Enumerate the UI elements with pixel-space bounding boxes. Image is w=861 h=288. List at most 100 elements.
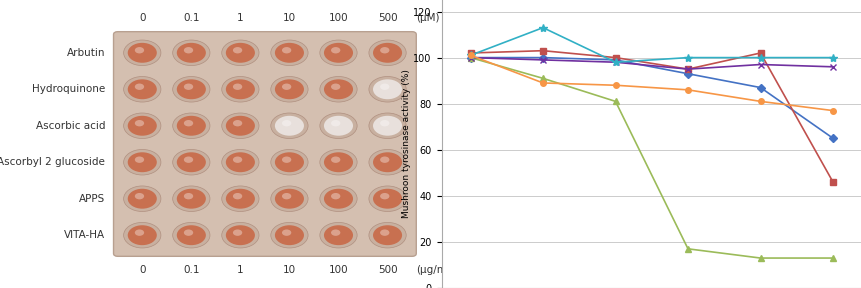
Circle shape	[183, 47, 193, 54]
Circle shape	[331, 47, 340, 54]
Text: (μM): (μM)	[416, 13, 439, 23]
Circle shape	[177, 225, 206, 245]
Circle shape	[331, 230, 340, 236]
Circle shape	[221, 149, 258, 175]
Text: 0.1: 0.1	[183, 265, 200, 275]
Text: 0: 0	[139, 13, 146, 23]
Circle shape	[331, 84, 340, 90]
Text: 500: 500	[377, 265, 397, 275]
Circle shape	[275, 79, 304, 99]
Circle shape	[172, 40, 210, 66]
Circle shape	[123, 113, 161, 139]
Circle shape	[123, 222, 161, 248]
Circle shape	[369, 149, 406, 175]
Circle shape	[331, 120, 340, 126]
Circle shape	[282, 120, 291, 126]
Hydroquinone	[537, 49, 548, 52]
Text: 100: 100	[328, 265, 348, 275]
Arbutin	[827, 137, 837, 140]
Ascorbic acid	[827, 256, 837, 260]
Circle shape	[221, 40, 258, 66]
Line: Hydroquinone: Hydroquinone	[468, 48, 835, 185]
Circle shape	[324, 116, 353, 136]
Circle shape	[275, 225, 304, 245]
Circle shape	[221, 113, 258, 139]
Circle shape	[373, 43, 401, 63]
Hydroquinone	[827, 180, 837, 184]
Circle shape	[127, 189, 157, 209]
Hydroquinone	[754, 51, 765, 55]
Circle shape	[319, 40, 356, 66]
AA2G	[754, 63, 765, 66]
Circle shape	[134, 84, 144, 90]
Arbutin	[682, 72, 692, 75]
Circle shape	[127, 152, 157, 172]
Circle shape	[127, 43, 157, 63]
Line: AA2G: AA2G	[468, 55, 835, 72]
Line: VITA-HA: VITA-HA	[468, 52, 835, 113]
Circle shape	[232, 47, 242, 54]
Text: 0.1: 0.1	[183, 13, 200, 23]
Circle shape	[183, 120, 193, 126]
Circle shape	[177, 43, 206, 63]
Circle shape	[221, 77, 258, 102]
VITA-HA	[754, 100, 765, 103]
Ascorbic acid	[537, 77, 548, 80]
Circle shape	[226, 43, 255, 63]
Circle shape	[270, 77, 307, 102]
Ascorbic acid	[610, 100, 620, 103]
Circle shape	[275, 152, 304, 172]
Circle shape	[172, 149, 210, 175]
Circle shape	[319, 113, 356, 139]
Circle shape	[369, 186, 406, 211]
APPS	[682, 56, 692, 59]
Hydroquinone	[610, 56, 620, 59]
Circle shape	[226, 152, 255, 172]
APPS	[754, 56, 765, 59]
Text: Arbutin: Arbutin	[66, 48, 105, 58]
Circle shape	[134, 120, 144, 126]
VITA-HA	[537, 81, 548, 85]
Circle shape	[221, 186, 258, 211]
Circle shape	[324, 189, 353, 209]
Circle shape	[232, 156, 242, 163]
Circle shape	[324, 79, 353, 99]
Text: Ascorbic acid: Ascorbic acid	[35, 121, 105, 131]
Circle shape	[373, 152, 401, 172]
Circle shape	[134, 156, 144, 163]
Line: Arbutin: Arbutin	[468, 55, 835, 141]
Circle shape	[134, 230, 144, 236]
Circle shape	[369, 222, 406, 248]
VITA-HA	[465, 54, 475, 57]
AA2G	[682, 67, 692, 71]
AA2G	[465, 56, 475, 59]
Circle shape	[183, 156, 193, 163]
FancyBboxPatch shape	[114, 32, 416, 256]
Circle shape	[319, 186, 356, 211]
AA2G	[537, 58, 548, 62]
Text: Hydroquinone: Hydroquinone	[32, 84, 105, 94]
Circle shape	[172, 186, 210, 211]
Circle shape	[275, 43, 304, 63]
Hydroquinone	[682, 67, 692, 71]
Circle shape	[324, 43, 353, 63]
Circle shape	[380, 230, 389, 236]
Circle shape	[183, 193, 193, 199]
Text: 1: 1	[237, 13, 244, 23]
VITA-HA	[827, 109, 837, 112]
Text: 500: 500	[377, 13, 397, 23]
Circle shape	[275, 189, 304, 209]
Circle shape	[319, 222, 356, 248]
Circle shape	[226, 189, 255, 209]
Ascorbic acid	[465, 56, 475, 59]
Circle shape	[270, 113, 307, 139]
Circle shape	[123, 186, 161, 211]
Circle shape	[172, 113, 210, 139]
Circle shape	[369, 113, 406, 139]
Circle shape	[177, 79, 206, 99]
Circle shape	[226, 116, 255, 136]
Circle shape	[123, 40, 161, 66]
Circle shape	[270, 40, 307, 66]
Circle shape	[373, 189, 401, 209]
Circle shape	[226, 225, 255, 245]
